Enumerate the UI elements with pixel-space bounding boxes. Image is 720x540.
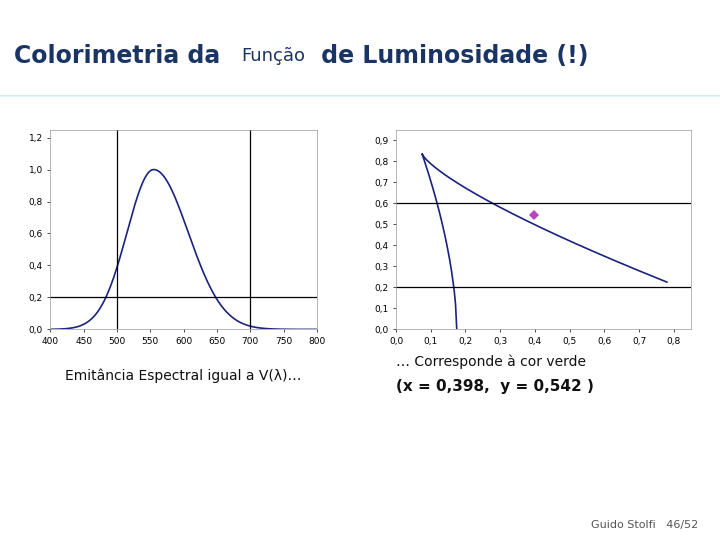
- Bar: [0, 96, 720, 97]
- Bar: [0, 95, 720, 96]
- Bar: [0, 96, 720, 97]
- Bar: [0, 96, 720, 97]
- Bar: [0, 96, 720, 97]
- Bar: [0, 95, 720, 96]
- Bar: [0, 95, 720, 96]
- Bar: [0, 96, 720, 97]
- Bar: [0, 95, 720, 96]
- Bar: [0, 96, 720, 97]
- Bar: [0, 96, 720, 97]
- Text: de Luminosidade (!): de Luminosidade (!): [313, 44, 589, 69]
- Bar: [0, 96, 720, 97]
- Bar: [0, 96, 720, 97]
- Bar: [0, 95, 720, 96]
- Bar: [0, 96, 720, 97]
- Bar: [0, 95, 720, 97]
- Bar: [0, 96, 720, 97]
- Bar: [0, 95, 720, 96]
- Bar: [0, 96, 720, 97]
- Bar: [0, 96, 720, 97]
- Bar: [0, 95, 720, 96]
- Bar: [0, 96, 720, 97]
- Bar: [0, 96, 720, 97]
- Bar: [0, 96, 720, 97]
- Bar: [0, 95, 720, 96]
- Text: Colorimetria da: Colorimetria da: [14, 44, 229, 69]
- Bar: [0, 96, 720, 97]
- Bar: [0, 96, 720, 97]
- Bar: [0, 95, 720, 97]
- Bar: [0, 95, 720, 96]
- Bar: [0, 95, 720, 97]
- Bar: [0, 96, 720, 97]
- Bar: [0, 96, 720, 97]
- Bar: [0, 96, 720, 97]
- Bar: [0, 95, 720, 97]
- Bar: [0, 95, 720, 97]
- Bar: [0, 95, 720, 96]
- Text: … Corresponde à cor verde: … Corresponde à cor verde: [396, 355, 586, 369]
- Bar: [0, 96, 720, 97]
- Bar: [0, 95, 720, 97]
- Bar: [0, 95, 720, 96]
- Bar: [0, 95, 720, 96]
- Bar: [0, 95, 720, 96]
- Bar: [0, 95, 720, 96]
- Bar: [0, 96, 720, 97]
- Bar: [0, 95, 720, 97]
- Bar: [0, 96, 720, 97]
- Bar: [0, 96, 720, 97]
- Bar: [0, 95, 720, 96]
- Bar: [0, 96, 720, 97]
- Bar: [0, 96, 720, 97]
- Bar: [0, 95, 720, 96]
- Bar: [0, 96, 720, 97]
- Text: Emitância Espectral igual a V(λ)…: Emitância Espectral igual a V(λ)…: [65, 368, 301, 382]
- Bar: [0, 96, 720, 97]
- Bar: [0, 96, 720, 97]
- Bar: [0, 96, 720, 97]
- Bar: [0, 95, 720, 96]
- Bar: [0, 95, 720, 97]
- Bar: [0, 96, 720, 97]
- Bar: [0, 96, 720, 97]
- Bar: [0, 95, 720, 96]
- Bar: [0, 95, 720, 96]
- Bar: [0, 95, 720, 96]
- Bar: [0, 96, 720, 97]
- Bar: [0, 95, 720, 96]
- Bar: [0, 95, 720, 97]
- Bar: [0, 95, 720, 96]
- Bar: [0, 96, 720, 97]
- Bar: [0, 96, 720, 97]
- Bar: [0, 96, 720, 97]
- Text: (x = 0,398,  y = 0,542 ): (x = 0,398, y = 0,542 ): [396, 379, 594, 394]
- Bar: [0, 96, 720, 97]
- Bar: [0, 96, 720, 97]
- Text: Função: Função: [241, 48, 305, 65]
- Bar: [0, 96, 720, 97]
- Bar: [0, 96, 720, 97]
- Bar: [0, 96, 720, 97]
- Bar: [0, 95, 720, 96]
- Bar: [0, 96, 720, 97]
- Bar: [0, 95, 720, 96]
- Bar: [0, 96, 720, 97]
- Text: Guido Stolfi   46/52: Guido Stolfi 46/52: [591, 520, 698, 530]
- Bar: [0, 96, 720, 97]
- Bar: [0, 95, 720, 96]
- Bar: [0, 95, 720, 96]
